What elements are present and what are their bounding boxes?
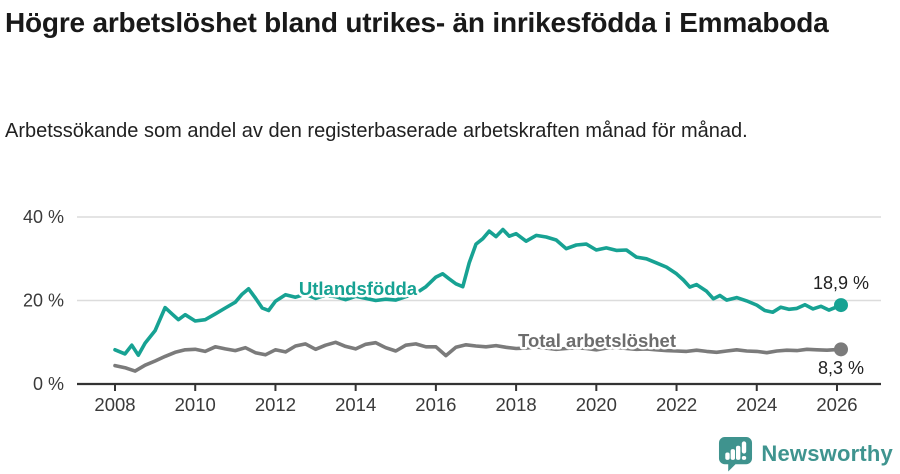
series-line-1 (113, 340, 843, 373)
logo-bubble (719, 436, 753, 472)
page-title: Högre arbetslöshet bland utrikes- än inr… (5, 7, 829, 38)
x-tick-label-2008: 2008 (94, 394, 135, 415)
footer-branding: Newsworthy (718, 436, 893, 472)
series-end-value-0: 18,9 % (813, 273, 869, 293)
series-label-1: Total arbetslöshet (518, 330, 676, 351)
logo-exclamation-dot (742, 455, 747, 460)
logo-bar-3 (736, 445, 741, 460)
logo-bar-2 (731, 449, 736, 460)
logo-bar-1 (725, 452, 731, 460)
series-label-0: Utlandsfödda (299, 278, 418, 299)
x-tick-label-2010: 2010 (175, 394, 216, 415)
series-end-dot-0 (833, 298, 848, 313)
x-tick-label-2022: 2022 (656, 394, 697, 415)
x-tick-label-2018: 2018 (496, 394, 537, 415)
y-tick-label-0: 0 % (33, 374, 64, 394)
x-tick-label-2020: 2020 (576, 394, 617, 415)
x-tick-label-2026: 2026 (816, 394, 857, 415)
x-tick-label-2016: 2016 (415, 394, 456, 415)
series-end-dot-1 (833, 342, 848, 357)
newsworthy-logo-icon (719, 436, 753, 472)
x-tick-label-2024: 2024 (736, 394, 777, 415)
series-end-value-1: 8,3 % (818, 358, 864, 378)
logo-exclamation-bar (742, 441, 747, 454)
chart-canvas: 2008 2010 2012 2014 2016 2018 2020 2022 2024 2026… (23, 207, 881, 415)
y-tick-label-20: 20 % (23, 291, 64, 311)
y-tick-label-40: 40 % (23, 207, 64, 227)
x-tick-label-2012: 2012 (255, 394, 296, 415)
unemployment-line-chart: 2008 2010 2012 2014 2016 2018 2020 2022 2024 2026… (0, 195, 900, 440)
brand-name: Newsworthy (761, 441, 893, 466)
x-tick-label-2014: 2014 (335, 394, 376, 415)
series-line-0 (113, 227, 843, 357)
page-subtitle: Arbetssökande som andel av den registerb… (5, 120, 748, 142)
